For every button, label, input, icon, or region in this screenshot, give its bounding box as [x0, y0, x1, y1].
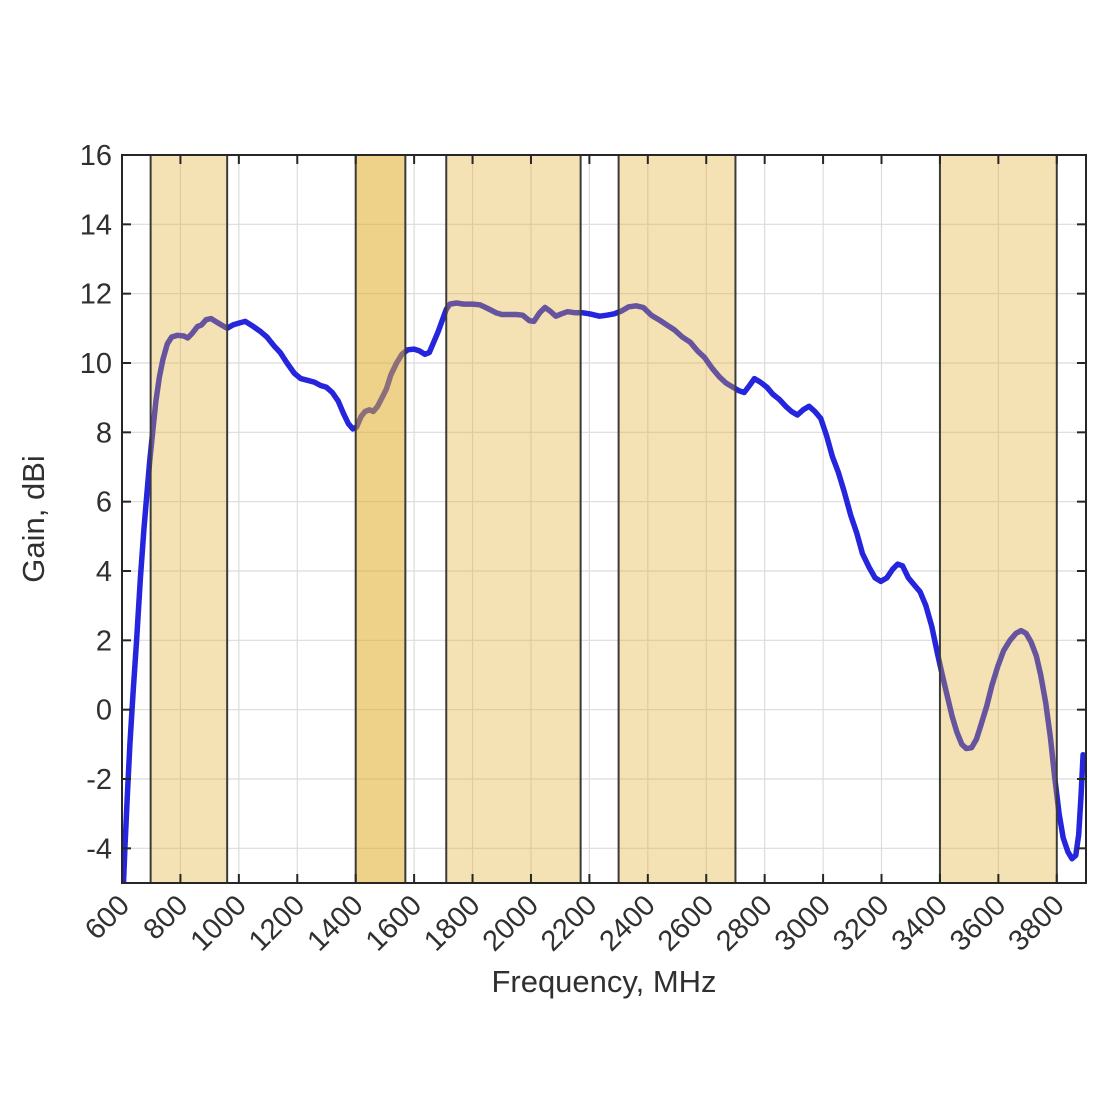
x-tick-label: 3600 — [944, 889, 1012, 957]
frequency-band — [150, 155, 228, 883]
x-tick-label: 2400 — [594, 889, 662, 957]
y-tick-label: 0 — [96, 695, 112, 727]
y-tick-label: 8 — [96, 417, 112, 449]
gain-curve — [122, 300, 1086, 883]
y-tick-label: 16 — [80, 140, 112, 172]
x-tick-label: 600 — [79, 889, 136, 946]
x-tick-label: 1200 — [243, 889, 311, 957]
frequency-bands-layer — [149, 155, 1058, 883]
frequency-band — [939, 155, 1057, 883]
y-tick-label: -2 — [86, 764, 112, 796]
x-axis-title: Frequency, MHz — [491, 964, 716, 999]
x-tick-label: 3800 — [1002, 889, 1070, 957]
x-tick-label: 3400 — [886, 889, 954, 957]
x-tick-label: 2200 — [535, 889, 603, 957]
grid-lines — [121, 154, 1086, 883]
gain-curve-layer — [122, 300, 1086, 883]
x-tick-label: 800 — [138, 889, 195, 946]
x-tick-label: 2000 — [477, 889, 545, 957]
x-tick-label: 1800 — [418, 889, 486, 957]
y-tick-label: 12 — [80, 279, 112, 311]
x-tick-label: 1400 — [301, 889, 369, 957]
x-tick-label: 1600 — [360, 889, 428, 957]
x-tick-label: 3000 — [769, 889, 837, 957]
y-tick-label: -4 — [86, 833, 112, 865]
frequency-band — [446, 155, 581, 883]
x-tick-label: 2600 — [652, 889, 720, 957]
y-tick-label: 6 — [96, 487, 112, 519]
frequency-band — [618, 155, 736, 883]
y-tick-label: 2 — [96, 625, 112, 657]
x-tick-labels: 600 8001000120014001600180020002200240026… — [79, 889, 1071, 957]
axis-tick-marks — [121, 154, 1086, 883]
y-tick-labels: -4 -2 0 2 4 6 8 10 12 14 16 — [80, 140, 112, 865]
y-tick-label: 4 — [96, 556, 112, 588]
y-tick-label: 14 — [80, 209, 112, 241]
x-tick-label: 3200 — [827, 889, 895, 957]
y-axis-title: Gain, dBi — [16, 455, 51, 583]
frequency-band — [355, 155, 406, 883]
y-tick-label: 10 — [80, 348, 112, 380]
x-tick-label: 1000 — [185, 889, 253, 957]
x-tick-label: 2800 — [710, 889, 778, 957]
plot-border — [121, 154, 1087, 884]
